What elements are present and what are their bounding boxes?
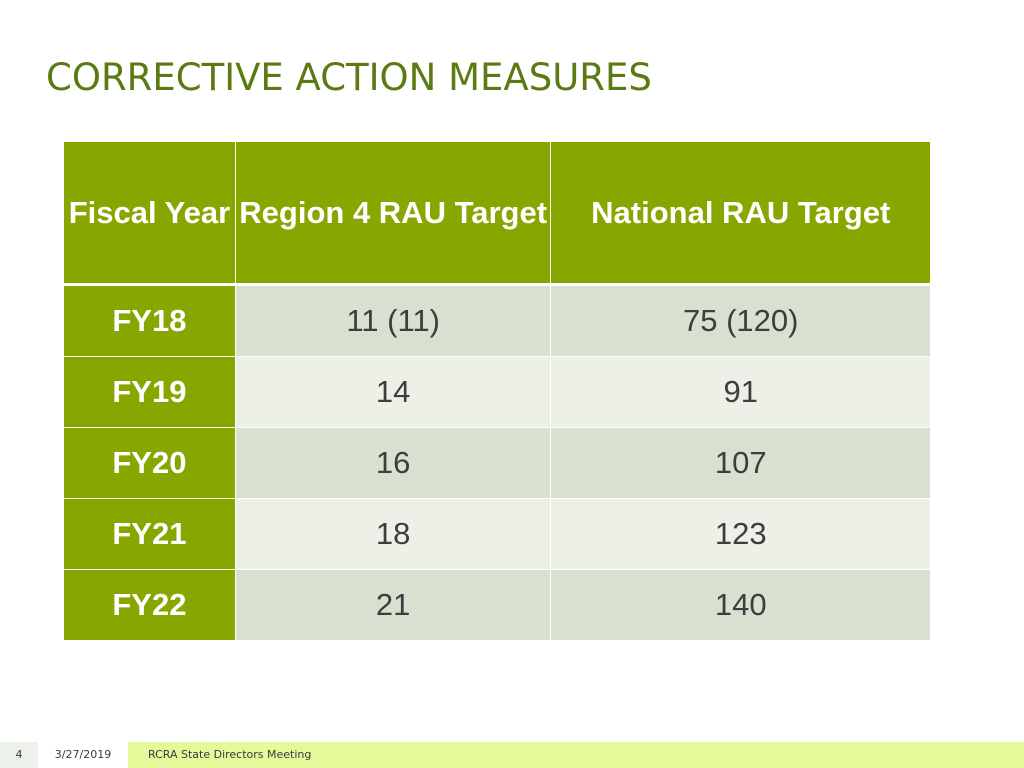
slide-footer: 4 3/27/2019 RCRA State Directors Meeting: [0, 742, 1024, 768]
row-fiscal-year: FY19: [63, 356, 236, 428]
header-national-rau-target: National RAU Target: [550, 141, 931, 286]
row-fiscal-year: FY21: [63, 498, 236, 570]
table-row: FY18 11 (11) 75 (120): [63, 284, 931, 357]
table-row: FY19 14 91: [63, 356, 931, 428]
row-national-value: 91: [550, 356, 931, 428]
row-region4-value: 14: [234, 356, 552, 428]
row-national-value: 107: [550, 427, 931, 499]
table-header-row: Fiscal Year Region 4 RAU Target National…: [63, 141, 931, 286]
header-region4-rau-target: Region 4 RAU Target: [234, 141, 552, 286]
row-region4-value: 16: [234, 427, 552, 499]
slide-title: CORRECTIVE ACTION MEASURES: [46, 56, 652, 99]
table-row: FY22 21 140: [63, 569, 931, 641]
row-fiscal-year: FY20: [63, 427, 236, 499]
header-fiscal-year: Fiscal Year: [63, 141, 236, 286]
row-national-value: 123: [550, 498, 931, 570]
page-number: 4: [0, 742, 38, 768]
row-region4-value: 18: [234, 498, 552, 570]
row-national-value: 140: [550, 569, 931, 641]
row-region4-value: 21: [234, 569, 552, 641]
row-national-value: 75 (120): [550, 284, 931, 357]
row-fiscal-year: FY18: [63, 284, 236, 357]
measures-table: Fiscal Year Region 4 RAU Target National…: [63, 141, 931, 641]
row-region4-value: 11 (11): [234, 284, 552, 357]
footer-date: 3/27/2019: [38, 742, 128, 768]
table-row: FY20 16 107: [63, 427, 931, 499]
table-row: FY21 18 123: [63, 498, 931, 570]
row-fiscal-year: FY22: [63, 569, 236, 641]
footer-meeting-name: RCRA State Directors Meeting: [128, 742, 1024, 768]
